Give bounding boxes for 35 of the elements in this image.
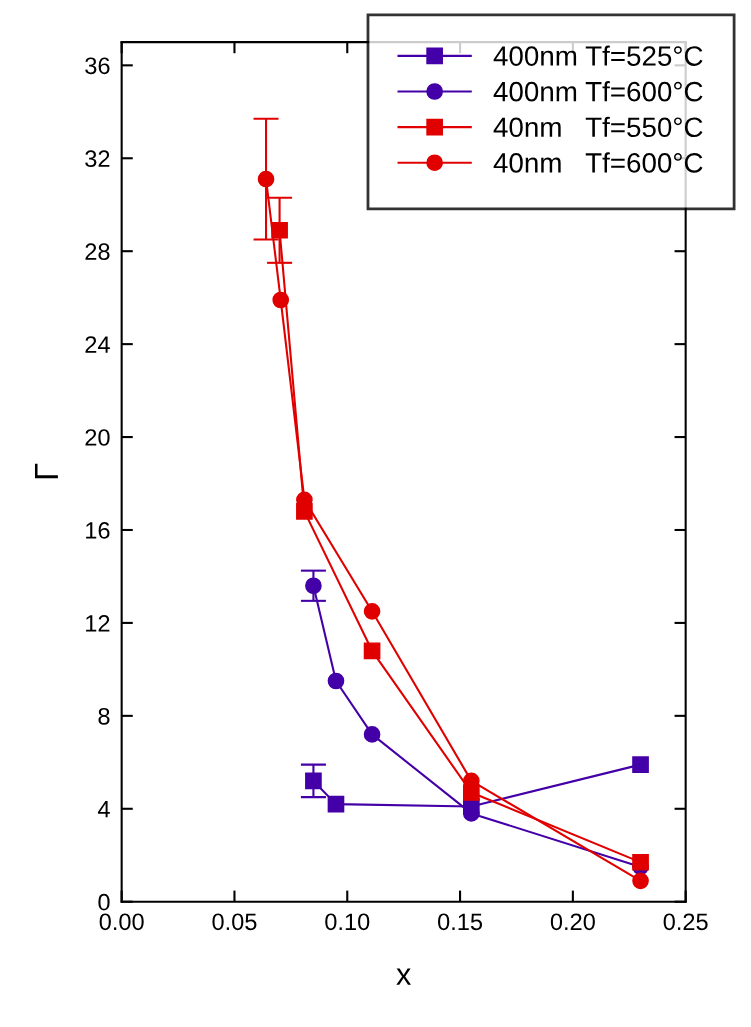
- point: [305, 577, 322, 595]
- x-tick-label: 0.15: [438, 913, 483, 931]
- y-tick-label: 32: [85, 150, 110, 168]
- x-tick-label: 0.00: [99, 913, 144, 931]
- legend-label: 400nm Tf=525°C: [493, 45, 703, 66]
- point: [327, 672, 345, 690]
- point: [272, 291, 290, 309]
- point: [632, 853, 649, 871]
- point: [632, 756, 649, 773]
- y-tick-label: 8: [98, 707, 110, 725]
- legend-label: 400nm Tf=600°C: [493, 81, 703, 102]
- point: [271, 221, 288, 239]
- point: [363, 642, 381, 660]
- legend-label: 40nm Tf=600°C: [493, 152, 703, 173]
- y-tick-label: 12: [86, 614, 110, 632]
- point: [363, 602, 381, 620]
- point: [632, 872, 649, 890]
- y-axis-title: Γ: [34, 463, 58, 479]
- point: [327, 795, 345, 813]
- x-tick-label: 0.05: [212, 913, 257, 931]
- y-tick-label: 36: [85, 57, 110, 75]
- y-tick-label: 0: [98, 893, 110, 911]
- point: [257, 170, 275, 188]
- point: [363, 726, 381, 743]
- x-tick-label: 0.20: [550, 913, 595, 931]
- x-axis-title: x: [396, 968, 411, 985]
- y-tick-label: 16: [86, 522, 110, 539]
- point: [305, 772, 322, 790]
- y-tick-label: 24: [85, 336, 110, 353]
- y-tick-label: 28: [85, 243, 110, 260]
- x-tick-label: 0.10: [325, 913, 370, 931]
- y-tick-label: 4: [97, 801, 110, 818]
- legend-label: 40nm Tf=550°C: [493, 116, 703, 138]
- y-tick-label: 20: [85, 429, 110, 446]
- x-tick-label: 0.25: [663, 913, 708, 931]
